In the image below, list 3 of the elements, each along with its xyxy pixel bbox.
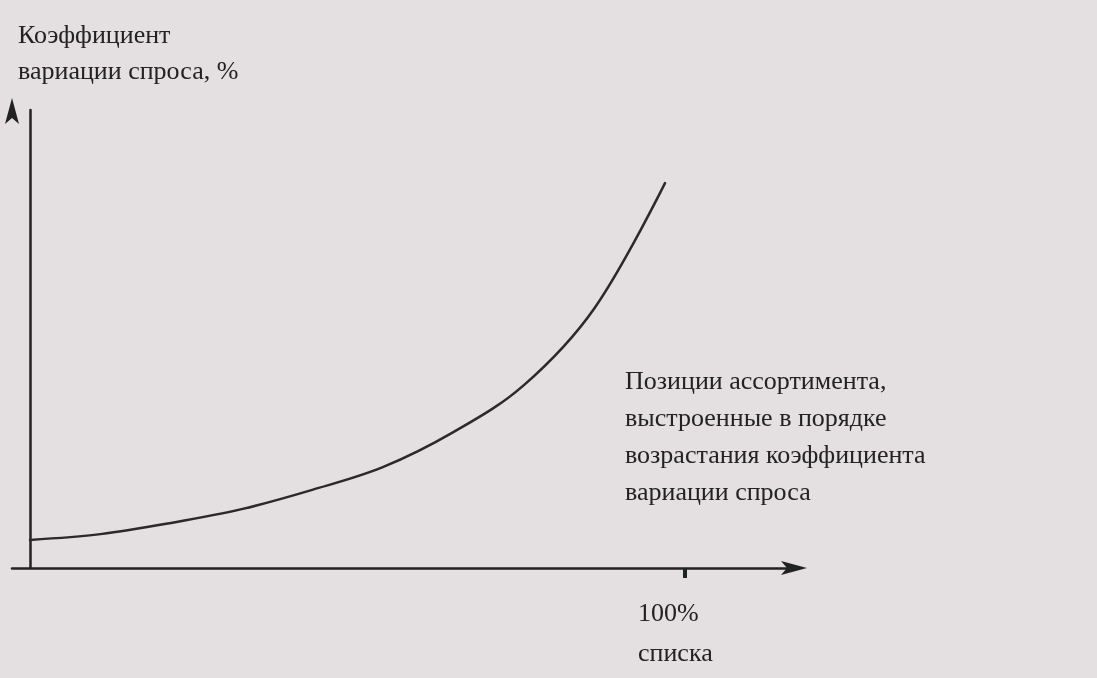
x-axis-title: Позиции ассортимента, выстроенные в порядке возрастания коэффициента вариации спроса [625,366,927,506]
y-axis-title: Коэффициент вариации спроса, % [18,19,239,85]
text: 100% списка [638,597,714,667]
